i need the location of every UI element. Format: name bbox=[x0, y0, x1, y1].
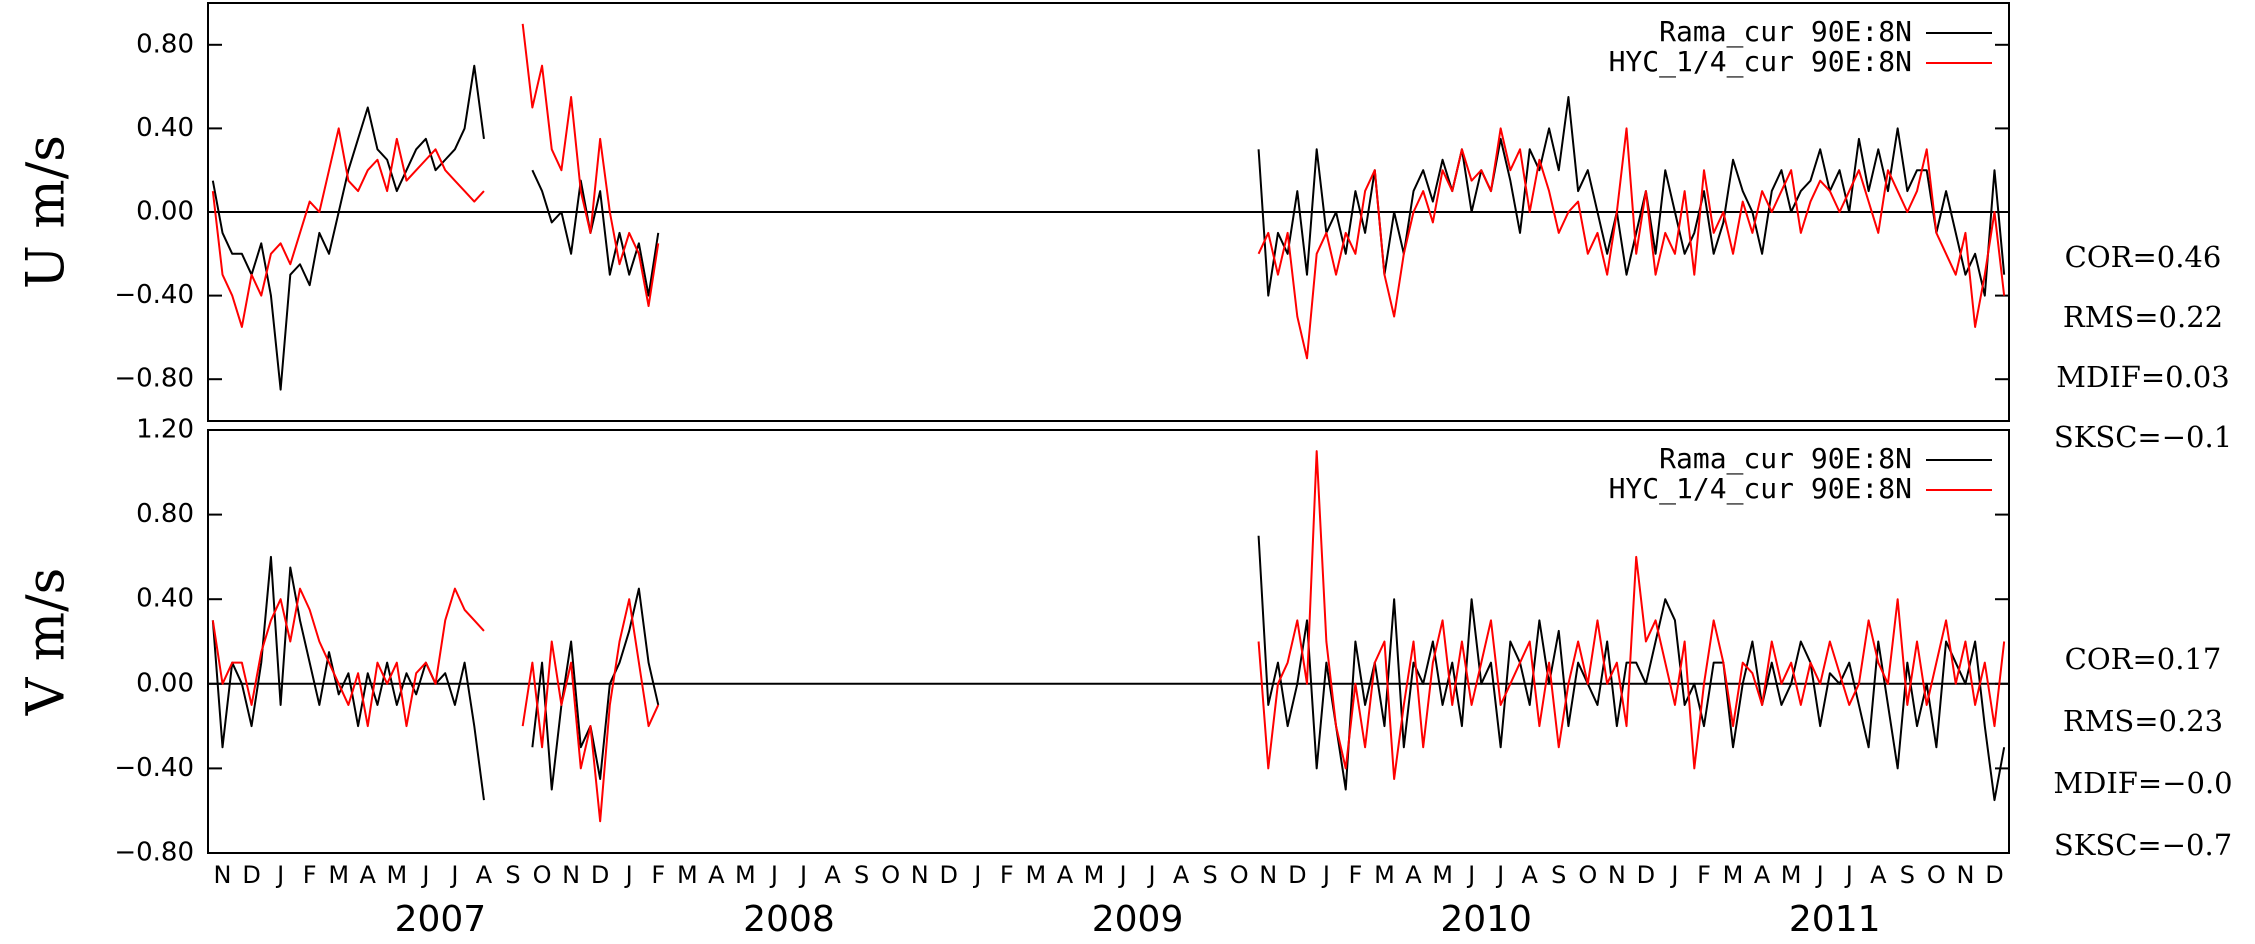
legend-label: Rama_cur 90E:8N bbox=[1659, 442, 1912, 476]
x-tick-label: M bbox=[1084, 861, 1105, 889]
x-tick-label: D bbox=[1637, 861, 1655, 889]
x-tick-label: A bbox=[476, 861, 493, 889]
stat-annotation: SKSC=−0.7 bbox=[2054, 828, 2232, 862]
x-tick-label: J bbox=[449, 861, 458, 889]
x-tick-label: F bbox=[1349, 861, 1363, 889]
x-tick-label: A bbox=[1870, 861, 1887, 889]
x-tick-label: J bbox=[1466, 861, 1475, 889]
x-tick-label: M bbox=[1026, 861, 1047, 889]
year-label: 2007 bbox=[395, 899, 487, 940]
x-tick-label: J bbox=[1147, 861, 1156, 889]
x-tick-label: J bbox=[275, 861, 284, 889]
series-line bbox=[211, 23, 2006, 360]
x-tick-label: S bbox=[854, 861, 869, 889]
y-tick-label: −0.80 bbox=[114, 364, 194, 394]
x-tick-label: D bbox=[1985, 861, 2003, 889]
stat-annotation: RMS=0.23 bbox=[2063, 704, 2223, 738]
stat-annotation: SKSC=−0.1 bbox=[2054, 420, 2232, 454]
stat-annotation: COR=0.17 bbox=[2065, 642, 2222, 676]
x-tick-label: N bbox=[214, 861, 232, 889]
x-tick-label: J bbox=[1495, 861, 1504, 889]
legend-label: HYC_1/4_cur 90E:8N bbox=[1609, 472, 1912, 506]
y-tick-label: 0.80 bbox=[136, 29, 194, 59]
y-tick-label: 0.00 bbox=[136, 197, 194, 227]
x-tick-label: M bbox=[1432, 861, 1453, 889]
y-tick-label: 0.40 bbox=[136, 584, 194, 614]
x-tick-label: O bbox=[881, 861, 900, 889]
y-axis-title: V m/s bbox=[17, 568, 77, 717]
x-tick-label: D bbox=[939, 861, 957, 889]
x-tick-label: A bbox=[1405, 861, 1422, 889]
x-tick-label: F bbox=[651, 861, 665, 889]
series-line bbox=[211, 450, 2006, 823]
x-tick-label: N bbox=[1259, 861, 1277, 889]
y-tick-label: 0.00 bbox=[136, 668, 194, 698]
x-tick-label: O bbox=[1578, 861, 1597, 889]
x-tick-label: A bbox=[1754, 861, 1771, 889]
x-tick-label: A bbox=[708, 861, 725, 889]
x-tick-label: N bbox=[1608, 861, 1626, 889]
x-tick-label: J bbox=[420, 861, 429, 889]
stat-annotation: MDIF=−0.0 bbox=[2053, 766, 2232, 800]
x-tick-label: A bbox=[1173, 861, 1190, 889]
x-tick-label: M bbox=[386, 861, 407, 889]
x-tick-label: J bbox=[624, 861, 633, 889]
x-tick-label: F bbox=[1000, 861, 1014, 889]
x-tick-label: M bbox=[1374, 861, 1395, 889]
y-tick-label: 0.40 bbox=[136, 113, 194, 143]
x-tick-label: J bbox=[1321, 861, 1330, 889]
x-tick-label: S bbox=[1203, 861, 1218, 889]
x-tick-label: M bbox=[735, 861, 756, 889]
y-tick-label: −0.80 bbox=[114, 838, 194, 868]
y-tick-label: 0.80 bbox=[136, 499, 194, 529]
x-tick-label: F bbox=[1697, 861, 1711, 889]
x-tick-label: M bbox=[328, 861, 349, 889]
stat-annotation: COR=0.46 bbox=[2065, 240, 2222, 274]
x-tick-label: O bbox=[1927, 861, 1946, 889]
x-tick-label: F bbox=[303, 861, 317, 889]
x-tick-label: J bbox=[769, 861, 778, 889]
y-axis-title: U m/s bbox=[17, 135, 77, 289]
series-line bbox=[211, 535, 2006, 802]
x-tick-label: N bbox=[562, 861, 580, 889]
x-tick-label: S bbox=[505, 861, 520, 889]
year-label: 2011 bbox=[1789, 899, 1881, 940]
x-tick-label: J bbox=[972, 861, 981, 889]
y-tick-label: 1.20 bbox=[136, 415, 194, 445]
year-label: 2009 bbox=[1092, 899, 1184, 940]
x-tick-label: O bbox=[1230, 861, 1249, 889]
x-tick-label: A bbox=[1057, 861, 1074, 889]
y-tick-label: −0.40 bbox=[114, 753, 194, 783]
x-tick-label: J bbox=[1815, 861, 1824, 889]
x-tick-label: M bbox=[1781, 861, 1802, 889]
legend-label: Rama_cur 90E:8N bbox=[1659, 15, 1912, 49]
x-tick-label: D bbox=[591, 861, 609, 889]
year-label: 2010 bbox=[1440, 899, 1532, 940]
x-tick-label: A bbox=[824, 861, 841, 889]
plot-frame bbox=[207, 429, 2010, 854]
x-tick-label: D bbox=[1288, 861, 1306, 889]
x-tick-label: A bbox=[1521, 861, 1538, 889]
x-tick-label: J bbox=[1844, 861, 1853, 889]
x-tick-label: J bbox=[798, 861, 807, 889]
x-tick-label: O bbox=[533, 861, 552, 889]
y-tick-label: −0.40 bbox=[114, 280, 194, 310]
stat-annotation: MDIF=0.03 bbox=[2056, 360, 2229, 394]
year-label: 2008 bbox=[743, 899, 835, 940]
x-tick-label: J bbox=[1117, 861, 1126, 889]
x-tick-label: D bbox=[242, 861, 260, 889]
x-tick-label: M bbox=[1723, 861, 1744, 889]
x-tick-label: A bbox=[360, 861, 377, 889]
x-tick-label: S bbox=[1900, 861, 1915, 889]
x-tick-label: N bbox=[911, 861, 929, 889]
x-tick-label: M bbox=[677, 861, 698, 889]
series-line bbox=[211, 64, 2006, 391]
stat-annotation: RMS=0.22 bbox=[2063, 300, 2223, 334]
x-tick-label: J bbox=[1669, 861, 1678, 889]
legend-label: HYC_1/4_cur 90E:8N bbox=[1609, 45, 1912, 79]
x-tick-label: N bbox=[1956, 861, 1974, 889]
x-tick-label: S bbox=[1551, 861, 1566, 889]
